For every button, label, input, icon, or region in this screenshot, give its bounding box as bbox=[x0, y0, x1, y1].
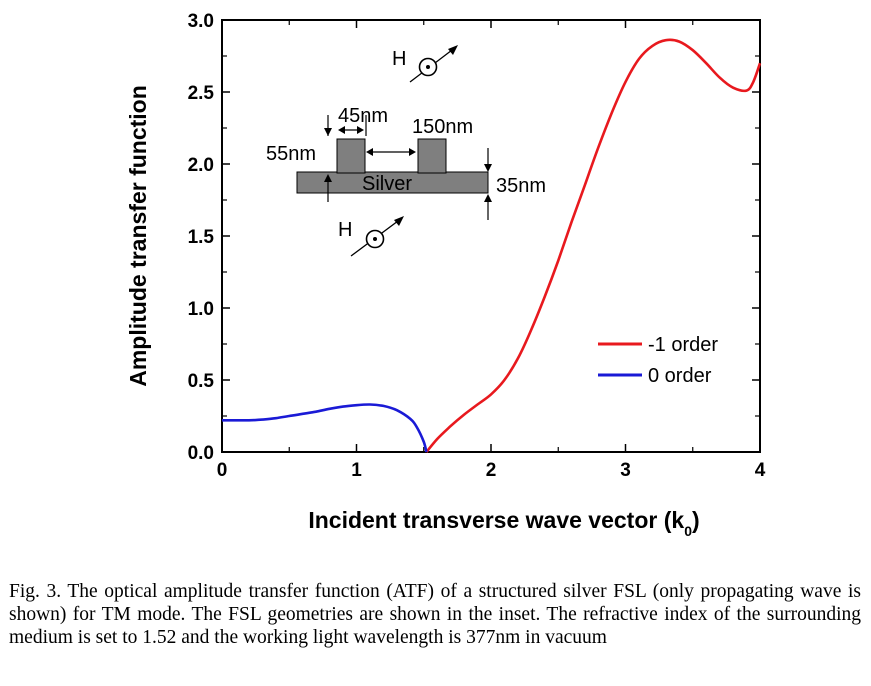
silver-ridge-right bbox=[417, 138, 447, 174]
dim-label-width: 45nm bbox=[338, 105, 388, 127]
atf-chart: 0 1 2 3 4 0.0 0.5 1.0 1.5 2.0 2.5 3.0 Incident tran… bbox=[125, 11, 766, 539]
h-field-dot-bottom bbox=[373, 237, 377, 241]
x-tick-label: 3 bbox=[620, 460, 631, 481]
h-field-dot-top bbox=[426, 65, 430, 69]
y-tick-label: 0.5 bbox=[188, 371, 215, 392]
y-tick-label: 1.0 bbox=[188, 299, 214, 320]
arrowhead-icon bbox=[448, 45, 458, 55]
dim-label-thickness: 35nm bbox=[496, 175, 546, 197]
x-tick-label: 2 bbox=[486, 460, 497, 481]
x-axis-label-sub: 0 bbox=[684, 523, 692, 539]
silver-slab bbox=[296, 171, 489, 194]
legend: -1 order 0 order bbox=[598, 334, 718, 387]
arrowhead-icon bbox=[324, 128, 332, 136]
dim-label-gap: 150nm bbox=[412, 116, 473, 138]
tick-labels: 0 1 2 3 4 0.0 0.5 1.0 1.5 2.0 2.5 3.0 bbox=[188, 11, 766, 481]
y-tick-label: 3.0 bbox=[188, 11, 214, 32]
arrowhead-icon bbox=[484, 194, 492, 202]
arrowhead-icon bbox=[409, 148, 416, 156]
arrowhead-icon bbox=[366, 148, 373, 156]
plot-frame bbox=[221, 19, 761, 453]
axis-ticks bbox=[221, 19, 761, 453]
arrowhead-icon bbox=[357, 126, 364, 134]
arrowhead-icon bbox=[324, 174, 332, 182]
silver-label: Silver bbox=[362, 173, 412, 195]
series-line-0-order bbox=[222, 403, 428, 453]
h-field-symbol-bottom: H bbox=[338, 216, 404, 257]
silver-ridge-left bbox=[336, 138, 366, 174]
y-tick-label: 1.5 bbox=[188, 227, 215, 248]
legend-label-minus1-order: -1 order bbox=[648, 334, 718, 356]
series-layer bbox=[222, 38, 762, 453]
y-tick-label: 2.5 bbox=[188, 83, 215, 104]
x-tick-label: 0 bbox=[217, 460, 228, 481]
x-tick-label: 1 bbox=[351, 460, 362, 481]
dim-label-height: 55nm bbox=[266, 143, 316, 165]
arrowhead-icon bbox=[484, 164, 492, 172]
arrowhead-icon bbox=[394, 216, 404, 226]
y-axis-label: Amplitude transfer function bbox=[125, 85, 151, 387]
series-line-minus1-order bbox=[425, 38, 762, 453]
h-field-label-bottom: H bbox=[338, 219, 352, 241]
y-tick-label: 2.0 bbox=[188, 155, 214, 176]
h-field-label-top: H bbox=[392, 48, 406, 70]
inset-diagram: H Silver 45nm 150nm 55nm 35nm bbox=[266, 45, 546, 257]
x-axis-label-end: ) bbox=[692, 507, 700, 533]
x-axis-label: Incident transverse wave vector (k0) bbox=[308, 507, 699, 539]
arrowhead-icon bbox=[338, 126, 345, 134]
legend-label-0-order: 0 order bbox=[648, 365, 712, 387]
h-field-symbol-top: H bbox=[392, 45, 458, 83]
x-tick-label: 4 bbox=[755, 460, 766, 481]
x-axis-label-main: Incident transverse wave vector (k bbox=[308, 507, 684, 533]
figure-caption: Fig. 3. The optical amplitude transfer f… bbox=[9, 581, 861, 648]
y-tick-label: 0.0 bbox=[188, 443, 214, 464]
